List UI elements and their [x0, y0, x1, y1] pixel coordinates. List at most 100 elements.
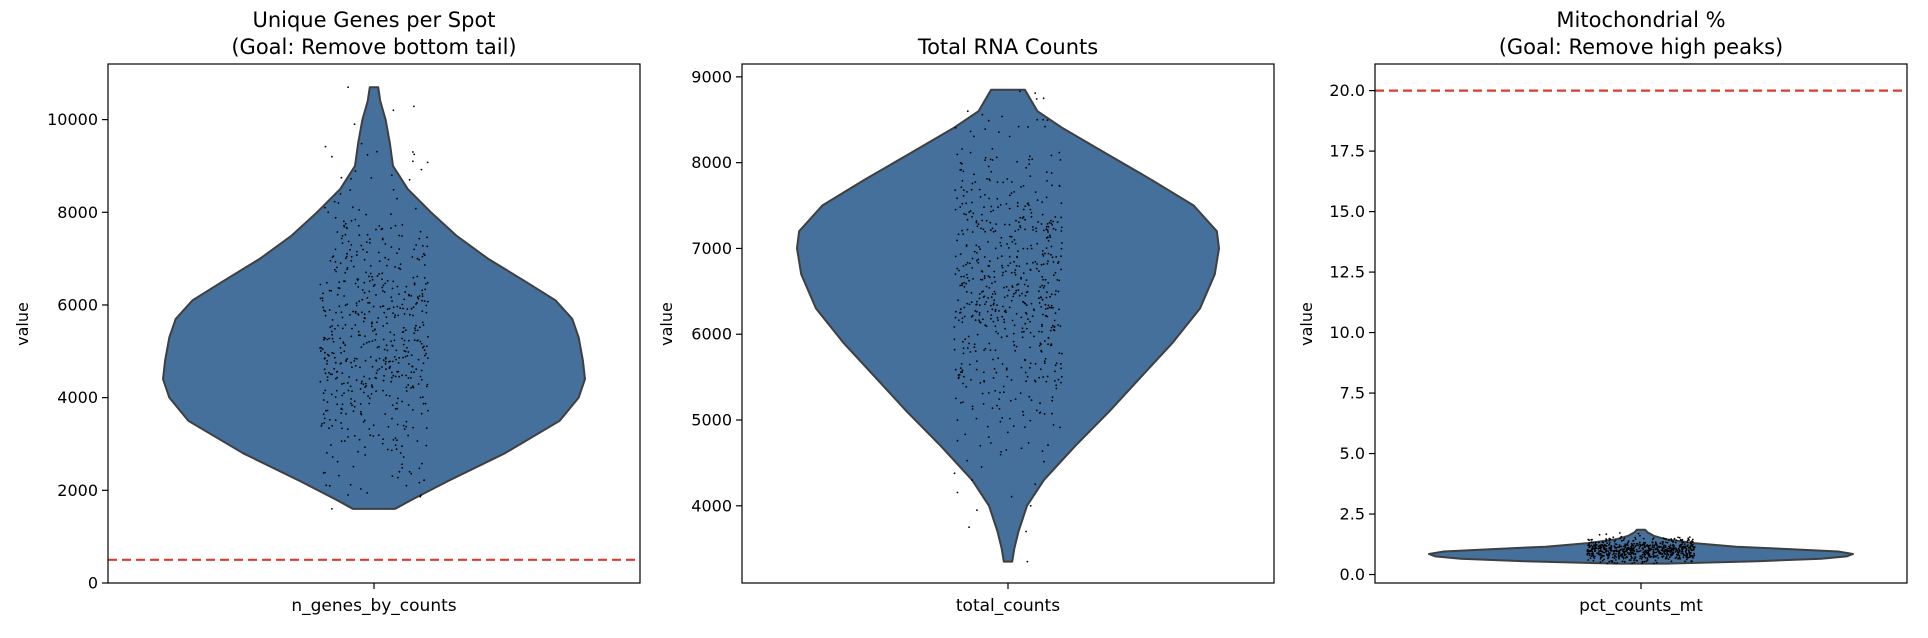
data-point: [343, 350, 346, 353]
data-point: [1041, 275, 1044, 278]
data-point: [1587, 538, 1590, 541]
data-point: [1631, 547, 1634, 550]
data-point: [353, 123, 356, 126]
data-point: [1025, 380, 1027, 383]
data-point: [1688, 550, 1690, 553]
data-point: [972, 278, 974, 280]
data-point: [1614, 539, 1617, 541]
data-point: [1624, 553, 1627, 556]
data-point: [365, 385, 368, 387]
data-point: [971, 215, 973, 218]
data-point: [426, 161, 429, 164]
data-point: [421, 462, 423, 465]
data-point: [329, 326, 332, 329]
data-point: [1013, 271, 1016, 274]
data-point: [957, 319, 960, 322]
data-point: [995, 223, 997, 226]
data-point: [1039, 296, 1042, 298]
data-point: [365, 271, 367, 274]
data-point: [328, 354, 330, 357]
data-point: [1660, 549, 1663, 552]
data-point: [1655, 561, 1658, 564]
data-point: [1666, 541, 1669, 544]
data-point: [394, 314, 396, 316]
data-point: [960, 275, 963, 278]
data-point: [358, 300, 361, 303]
data-point: [1001, 115, 1003, 118]
data-point: [1038, 376, 1040, 379]
data-point: [1043, 285, 1046, 287]
data-point: [381, 366, 383, 368]
data-point: [1650, 555, 1653, 558]
data-point: [359, 410, 362, 413]
data-point: [975, 417, 978, 420]
data-point: [1051, 399, 1054, 402]
data-point: [339, 346, 342, 349]
data-point: [1663, 551, 1666, 554]
data-point: [1672, 540, 1675, 543]
data-point: [372, 285, 375, 287]
data-point: [1687, 556, 1690, 559]
data-point: [419, 326, 421, 329]
data-point: [346, 252, 348, 255]
data-point: [346, 268, 348, 271]
data-point: [1054, 216, 1057, 218]
data-point: [397, 314, 399, 317]
data-point: [1033, 335, 1035, 338]
data-point: [962, 195, 965, 197]
data-point: [330, 393, 333, 396]
data-point: [378, 273, 380, 275]
data-point: [972, 212, 975, 215]
data-point: [334, 216, 337, 219]
data-point: [405, 285, 408, 288]
data-point: [1601, 559, 1604, 562]
data-point: [1626, 543, 1629, 545]
data-point: [1592, 559, 1595, 562]
data-point: [1026, 291, 1029, 293]
data-point: [1600, 556, 1602, 559]
data-point: [368, 290, 371, 293]
data-point: [1642, 541, 1645, 544]
data-point: [968, 303, 971, 306]
data-point: [1057, 260, 1060, 263]
data-point: [375, 390, 377, 393]
data-point: [1012, 340, 1015, 343]
data-point: [1043, 362, 1046, 364]
data-point: [1588, 550, 1591, 552]
data-point: [354, 324, 357, 326]
data-point: [370, 325, 373, 328]
data-point: [334, 361, 337, 364]
data-point: [366, 492, 369, 494]
data-point: [1641, 547, 1644, 549]
data-point: [1623, 537, 1626, 540]
data-point: [1018, 221, 1020, 224]
data-point: [372, 330, 374, 332]
data-point: [354, 282, 357, 285]
data-point: [1686, 539, 1689, 542]
data-point: [417, 383, 420, 385]
data-point: [408, 470, 411, 473]
data-point: [1050, 254, 1052, 256]
data-point: [954, 126, 957, 129]
data-point: [363, 391, 365, 394]
data-point: [1678, 551, 1681, 553]
data-point: [370, 393, 373, 395]
data-point: [1026, 375, 1029, 378]
data-point: [412, 151, 414, 153]
data-point: [1050, 154, 1053, 157]
data-point: [420, 412, 423, 415]
data-point: [350, 335, 353, 338]
data-point: [1045, 247, 1048, 250]
data-point: [394, 375, 397, 378]
data-point: [359, 488, 362, 490]
data-point: [1008, 207, 1011, 210]
data-point: [1047, 282, 1050, 284]
data-point: [1028, 158, 1030, 161]
data-point: [1058, 279, 1061, 282]
data-point: [1641, 556, 1644, 559]
data-point: [1008, 306, 1011, 309]
data-point: [335, 270, 338, 273]
data-point: [1053, 329, 1056, 332]
data-point: [404, 355, 407, 358]
data-point: [957, 377, 960, 380]
